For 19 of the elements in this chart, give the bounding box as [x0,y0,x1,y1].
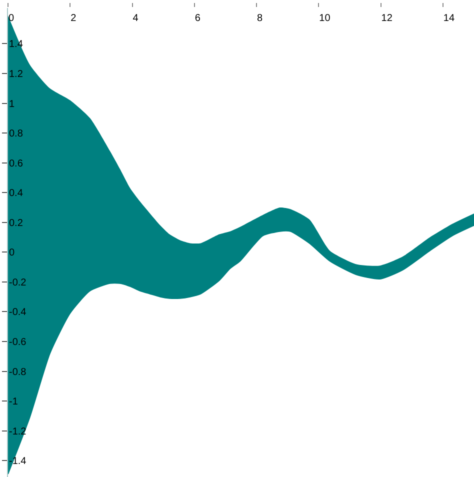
y-tick-label: -0.6 [9,337,27,348]
y-tick-label: 0.6 [9,158,24,170]
y-tick-label: 0 [9,248,15,259]
y-tick-label: 0.8 [9,128,24,140]
y-tick-label: -0.2 [9,277,27,288]
x-tick-label: 2 [70,13,77,24]
x-tick-label: 4 [132,13,139,24]
y-tick-label: 1.2 [9,69,24,80]
x-tick-label: 6 [194,13,201,24]
y-tick-label: 1 [9,98,15,110]
y-tick-label: 0.2 [9,218,24,229]
x-tick-label: 8 [257,13,264,24]
y-tick-label: 0.4 [9,188,24,200]
y-tick-label: -0.4 [9,307,27,318]
x-tick-label: 14 [443,13,455,24]
y-tick-label: -0.8 [9,366,27,378]
x-tick-label: 10 [319,13,331,24]
x-tick-label: 12 [381,13,393,24]
y-tick-label: -1 [9,396,18,408]
